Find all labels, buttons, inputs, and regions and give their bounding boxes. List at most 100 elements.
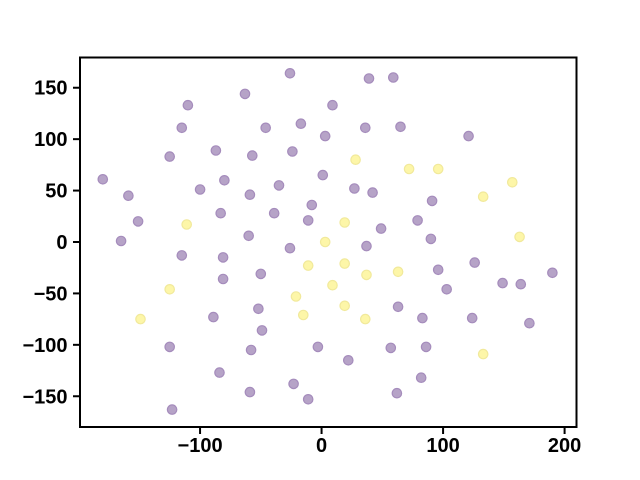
data-point-cluster-yellow xyxy=(350,154,361,165)
data-point-cluster-purple xyxy=(210,145,222,156)
data-point-cluster-purple xyxy=(547,267,558,279)
data-point-cluster-yellow xyxy=(319,236,331,248)
data-point-cluster-purple xyxy=(217,252,229,263)
data-point-cluster-purple xyxy=(284,242,296,254)
data-point-cluster-purple xyxy=(260,122,271,134)
data-point-cluster-purple xyxy=(391,387,403,399)
data-point-cluster-purple xyxy=(463,130,474,142)
data-point-cluster-purple xyxy=(164,151,175,162)
data-point-cluster-yellow xyxy=(302,260,314,271)
data-point-cluster-yellow xyxy=(135,313,146,325)
data-point-cluster-purple xyxy=(349,183,360,194)
data-point-cluster-purple xyxy=(208,311,219,323)
data-point-cluster-purple xyxy=(255,268,267,280)
data-point-cluster-purple xyxy=(166,404,178,415)
data-point-cluster-purple xyxy=(361,240,372,252)
data-point-cluster-purple xyxy=(219,175,230,186)
data-point-cluster-purple xyxy=(247,150,258,161)
x-axis-tick-label: −100 xyxy=(178,435,223,457)
data-point-cluster-yellow xyxy=(339,217,350,228)
data-point-cluster-purple xyxy=(466,312,478,324)
x-axis-tick-label: 200 xyxy=(548,435,581,457)
data-point-cluster-purple xyxy=(244,386,256,398)
data-point-cluster-yellow xyxy=(164,283,175,295)
data-point-cluster-yellow xyxy=(403,163,415,175)
data-point-cluster-purple xyxy=(425,233,437,245)
data-point-cluster-yellow xyxy=(297,309,309,321)
data-point-cluster-purple xyxy=(214,367,225,378)
data-point-cluster-purple xyxy=(312,341,324,353)
data-point-cluster-purple xyxy=(469,257,480,268)
data-point-cluster-purple xyxy=(412,215,423,226)
data-point-cluster-purple xyxy=(287,146,298,157)
data-point-cluster-purple xyxy=(295,118,307,129)
data-point-cluster-purple xyxy=(97,174,109,185)
data-point-cluster-purple xyxy=(415,372,427,383)
axes-spines xyxy=(79,56,578,428)
data-point-cluster-purple xyxy=(245,344,257,356)
data-point-cluster-yellow xyxy=(361,269,372,281)
data-point-cluster-purple xyxy=(524,317,535,329)
data-point-cluster-yellow xyxy=(506,177,518,188)
x-axis-tick-label: 0 xyxy=(316,435,327,457)
data-point-cluster-purple xyxy=(132,216,144,227)
data-point-cluster-purple xyxy=(176,122,188,134)
data-point-cluster-purple xyxy=(375,223,387,234)
y-axis-tick-label: 100 xyxy=(34,129,67,151)
x-axis-tick-label: 100 xyxy=(426,435,459,457)
data-point-cluster-purple xyxy=(194,184,206,195)
data-point-cluster-purple xyxy=(367,187,378,198)
data-point-cluster-purple xyxy=(123,190,134,201)
data-point-cluster-purple xyxy=(420,341,432,353)
data-point-cluster-purple xyxy=(256,325,268,336)
data-point-cluster-purple xyxy=(273,180,285,191)
data-point-cluster-purple xyxy=(359,122,371,134)
data-point-cluster-purple xyxy=(395,121,406,133)
data-point-cluster-yellow xyxy=(432,163,444,175)
data-point-cluster-purple xyxy=(426,195,438,207)
data-point-cluster-purple xyxy=(319,130,331,142)
data-point-cluster-purple xyxy=(284,68,296,79)
data-point-cluster-purple xyxy=(217,273,229,285)
data-point-cluster-purple xyxy=(392,301,404,313)
data-point-cluster-purple xyxy=(385,342,397,354)
y-axis-tick-label: −50 xyxy=(34,283,68,305)
data-point-cluster-purple xyxy=(244,189,256,200)
data-point-cluster-purple xyxy=(417,312,428,324)
data-point-cluster-purple xyxy=(115,235,127,247)
y-axis-tick-label: 50 xyxy=(45,181,67,203)
data-point-cluster-purple xyxy=(363,73,375,84)
data-point-cluster-purple xyxy=(342,354,354,366)
data-point-cluster-purple xyxy=(317,169,329,181)
data-point-cluster-purple xyxy=(432,264,444,276)
data-point-cluster-purple xyxy=(253,303,264,315)
data-point-cluster-purple xyxy=(268,207,280,219)
data-point-cluster-yellow xyxy=(339,258,350,269)
y-axis-tick-label: −100 xyxy=(22,335,67,357)
data-point-cluster-yellow xyxy=(327,279,338,291)
data-point-cluster-yellow xyxy=(359,313,371,325)
data-point-cluster-yellow xyxy=(477,348,489,360)
data-point-cluster-purple xyxy=(215,207,226,219)
data-point-cluster-purple xyxy=(243,230,254,242)
data-point-cluster-purple xyxy=(164,341,175,353)
data-point-cluster-purple xyxy=(176,250,188,261)
data-point-cluster-purple xyxy=(497,277,508,289)
data-point-cluster-purple xyxy=(288,378,299,390)
data-point-cluster-yellow xyxy=(339,300,350,312)
data-point-cluster-purple xyxy=(387,72,399,83)
data-point-cluster-yellow xyxy=(392,266,404,278)
data-point-cluster-purple xyxy=(302,215,314,226)
data-point-cluster-yellow xyxy=(181,219,192,230)
data-point-cluster-purple xyxy=(302,393,314,405)
data-point-cluster-purple xyxy=(515,278,527,290)
data-point-cluster-purple xyxy=(182,99,194,111)
y-axis-tick-label: 0 xyxy=(56,232,67,254)
data-point-cluster-purple xyxy=(327,99,338,111)
data-point-cluster-yellow xyxy=(290,291,302,302)
y-axis-tick-label: −150 xyxy=(22,386,67,408)
data-point-cluster-purple xyxy=(306,199,318,211)
data-point-cluster-purple xyxy=(239,88,251,100)
